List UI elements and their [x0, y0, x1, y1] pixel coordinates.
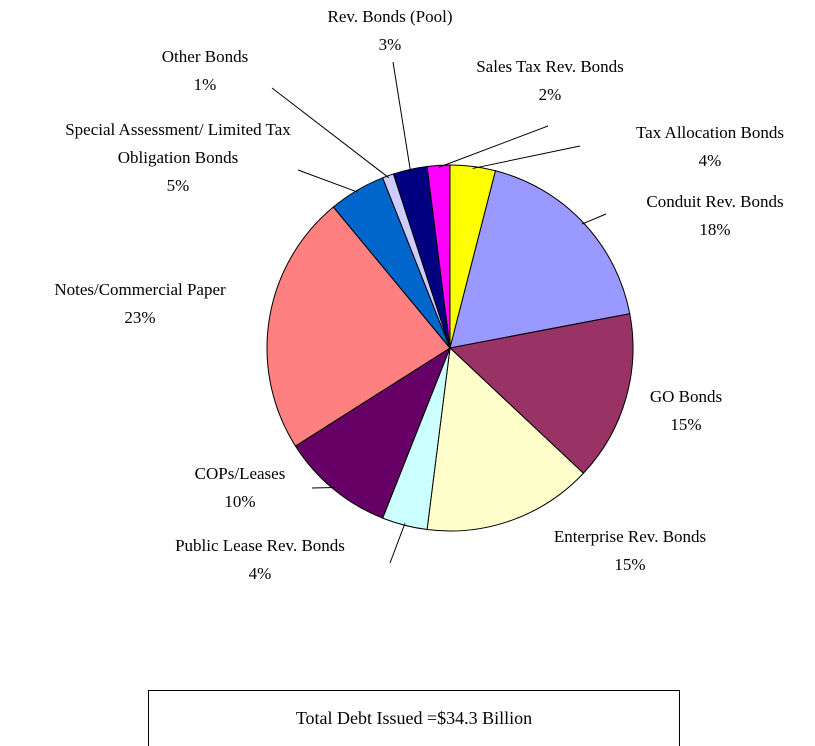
category-label: Tax Allocation Bonds — [635, 123, 785, 142]
category-label: Special Assessment/ Limited Tax Obligati… — [65, 120, 291, 167]
pie-slice — [449, 170, 631, 349]
pie-slice — [294, 346, 452, 519]
slice-label: Notes/Commercial Paper 23% — [0, 276, 280, 332]
pie-slice — [426, 164, 451, 349]
category-label: Enterprise Rev. Bonds — [553, 527, 707, 546]
category-label: GO Bonds — [649, 387, 723, 406]
category-label: Conduit Rev. Bonds — [646, 192, 784, 211]
slice-label: Sales Tax Rev. Bonds 2% — [430, 53, 670, 109]
value-label: 15% — [614, 555, 646, 574]
category-label: Public Lease Rev. Bonds — [175, 536, 345, 555]
value-label: 15% — [670, 415, 702, 434]
slice-label: Public Lease Rev. Bonds 4% — [120, 532, 400, 588]
category-label: Rev. Bonds (Pool) — [327, 7, 453, 26]
leader-line — [389, 523, 406, 564]
category-label: Sales Tax Rev. Bonds — [476, 57, 624, 76]
slice-label: Conduit Rev. Bonds 18% — [585, 188, 815, 244]
category-label: Notes/Commercial Paper — [54, 280, 226, 299]
leader-line — [297, 169, 359, 193]
leader-line — [581, 213, 607, 225]
slice-label: Tax Allocation Bonds 4% — [580, 119, 815, 175]
leader-line — [311, 486, 335, 489]
leader-line — [438, 125, 549, 168]
category-label: COPs/Leases — [194, 464, 286, 483]
slice-label: Other Bonds 1% — [105, 43, 305, 99]
value-label: 3% — [378, 35, 402, 54]
category-label: Other Bonds — [161, 47, 249, 66]
value-label: 1% — [193, 75, 217, 94]
slice-label: COPs/Leases 10% — [140, 460, 340, 516]
slice-label: Enterprise Rev. Bonds 15% — [500, 523, 760, 579]
value-label: 18% — [699, 220, 731, 239]
leader-line — [392, 61, 412, 172]
leader-line — [271, 87, 389, 179]
value-label: 5% — [166, 176, 190, 195]
value-label: 2% — [538, 85, 562, 104]
pie-slice — [426, 346, 585, 532]
slice-label: Special Assessment/ Limited Tax Obligati… — [58, 116, 298, 200]
value-label: 10% — [224, 492, 256, 511]
value-label: 4% — [698, 151, 722, 170]
slice-label: Rev. Bonds (Pool) 3% — [280, 3, 500, 59]
pie-slice — [448, 313, 634, 474]
total-box: Total Debt Issued =$34.3 Billion — [148, 690, 680, 746]
leader-line — [472, 145, 581, 169]
value-label: 23% — [124, 308, 156, 327]
value-label: 4% — [248, 564, 272, 583]
slice-label: GO Bonds 15% — [586, 383, 786, 439]
pie-slice — [266, 206, 451, 447]
